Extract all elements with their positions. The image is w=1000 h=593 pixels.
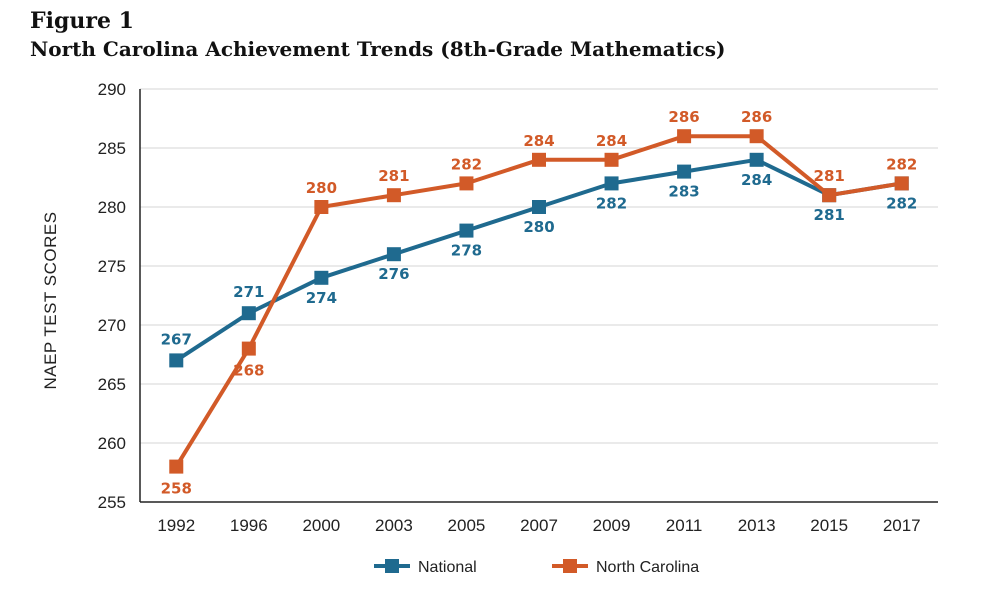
data-label-north-carolina: 284 (596, 132, 627, 150)
data-label-national: 283 (668, 183, 699, 201)
marker-national (749, 152, 764, 167)
marker-national (386, 247, 401, 262)
data-label-national: 274 (306, 289, 337, 307)
legend-marker-north-carolina (563, 559, 577, 573)
legend-label-national: National (418, 559, 477, 576)
y-tick-label: 265 (98, 375, 126, 394)
data-label-national: 282 (596, 194, 627, 212)
x-tick-label: 2015 (810, 516, 848, 535)
data-label-national: 282 (886, 194, 917, 212)
data-label-north-carolina: 281 (814, 167, 845, 185)
y-tick-label: 275 (98, 257, 126, 276)
data-label-north-carolina: 281 (378, 167, 409, 185)
series-line-national (175, 157, 903, 363)
marker-north-carolina (532, 152, 546, 167)
figure-label: Figure 1 (30, 8, 134, 34)
data-label-national: 267 (161, 330, 192, 348)
marker-north-carolina (241, 341, 256, 356)
data-label-north-carolina: 280 (306, 179, 337, 197)
marker-national (459, 223, 474, 238)
y-tick-label: 270 (98, 316, 126, 335)
x-tick-labels: 1992 1996 2000 2003 2005 2007 2009 2011 2013 2015… (157, 516, 920, 535)
chart-header: Figure 1 North Carolina Achievement Tren… (30, 8, 725, 64)
x-tick-label: 2005 (448, 516, 486, 535)
marker-national (241, 306, 256, 321)
x-tick-label: 2011 (666, 516, 703, 535)
marker-north-carolina (677, 129, 692, 144)
x-tick-label: 2009 (593, 516, 631, 535)
marker-national (604, 176, 619, 191)
data-label-north-carolina: 258 (161, 480, 192, 498)
data-label-north-carolina: 286 (741, 108, 772, 126)
gridlines (140, 88, 938, 444)
marker-north-carolina (169, 459, 184, 474)
chart-title: North Carolina Achievement Trends (8th-G… (30, 37, 726, 61)
x-tick-label: 1992 (157, 516, 195, 535)
marker-north-carolina (459, 176, 474, 191)
marker-north-carolina (894, 176, 909, 191)
y-tick-label: 255 (98, 493, 126, 512)
legend: National North Carolina (374, 559, 699, 576)
series-line-north-carolina (174, 134, 903, 468)
data-label-north-carolina: 282 (886, 155, 917, 173)
y-axis-label: NAEP TEST SCORES (41, 211, 60, 389)
legend-label-north-carolina: North Carolina (596, 559, 699, 576)
x-tick-label: 2000 (302, 516, 340, 535)
marker-north-carolina (604, 152, 619, 167)
data-label-north-carolina: 282 (451, 155, 482, 173)
data-label-national: 281 (814, 206, 845, 224)
x-tick-label: 2003 (375, 516, 413, 535)
y-tick-labels: 255 260 265 270 275 280 285 290 (98, 80, 126, 512)
data-label-national: 280 (523, 218, 554, 236)
data-label-north-carolina: 286 (668, 108, 699, 126)
y-tick-label: 285 (98, 139, 126, 158)
x-tick-label: 1996 (230, 516, 268, 535)
marker-national (314, 270, 329, 285)
x-tick-label: 2007 (520, 516, 558, 535)
y-tick-label: 290 (98, 80, 126, 99)
data-labels: 267 271 274 276 278 280 282 283 284 281 282 258 268 2… (161, 108, 918, 497)
marker-national (532, 200, 546, 214)
data-label-national: 276 (378, 265, 409, 283)
marker-north-carolina (386, 188, 401, 203)
x-tick-label: 2017 (883, 516, 921, 535)
data-label-national: 278 (451, 242, 482, 260)
legend-marker-national (385, 559, 399, 573)
marker-national (677, 164, 692, 179)
series-group (169, 129, 909, 474)
marker-national (169, 353, 184, 368)
data-label-north-carolina: 268 (233, 362, 264, 380)
marker-north-carolina (314, 200, 329, 214)
x-tick-label: 2013 (738, 516, 776, 535)
marker-north-carolina (822, 188, 837, 203)
data-label-national: 271 (233, 283, 264, 301)
y-tick-label: 280 (98, 198, 126, 217)
data-label-north-carolina: 284 (523, 132, 554, 150)
marker-north-carolina (749, 129, 764, 144)
data-label-national: 284 (741, 171, 772, 189)
y-tick-label: 260 (98, 434, 126, 453)
